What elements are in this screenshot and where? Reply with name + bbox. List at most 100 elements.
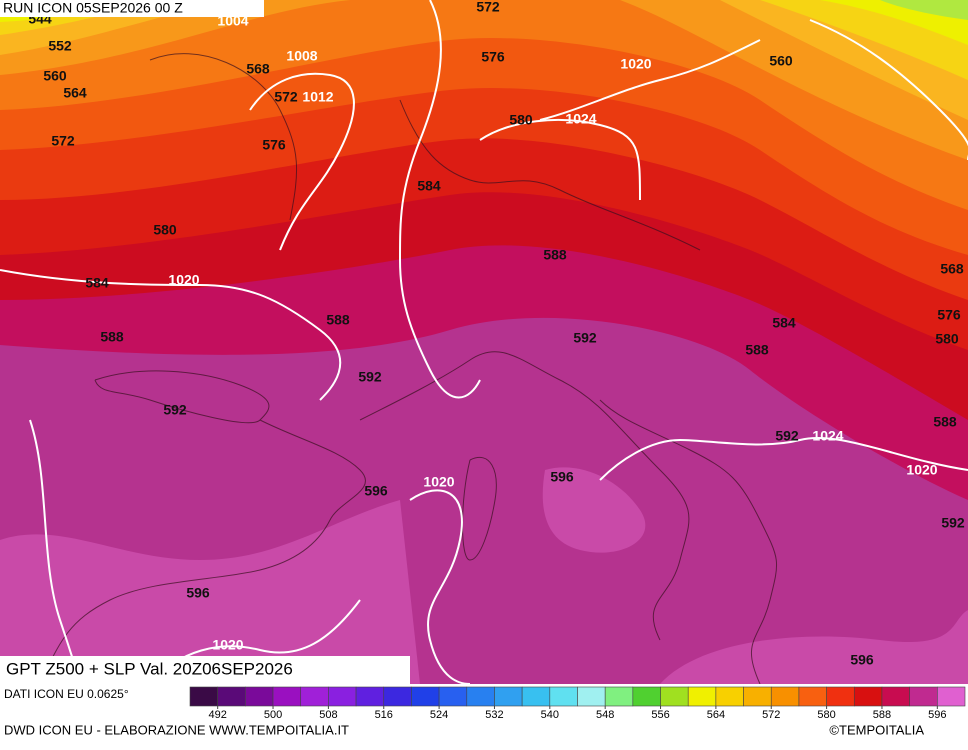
- colorbar-swatch: [660, 686, 689, 707]
- colorbar-swatch: [328, 686, 357, 707]
- colorbar-swatch: [715, 686, 744, 707]
- z500-label: 572: [51, 133, 75, 149]
- z500-label: 576: [262, 137, 286, 153]
- band-596: [0, 500, 420, 684]
- z500-label: 580: [153, 222, 177, 238]
- colorbar-swatch: [521, 686, 551, 707]
- colorbar-swatch: [438, 686, 468, 707]
- colorbar-tick-label: 580: [817, 709, 835, 721]
- z500-label: 592: [358, 369, 382, 385]
- z500-label: 580: [935, 331, 959, 347]
- z500-label: 592: [775, 428, 799, 444]
- colorbar-swatch: [798, 686, 827, 707]
- colorbar-tick-label: 500: [264, 709, 282, 721]
- colorbar-swatch: [881, 686, 910, 707]
- z500-label: 568: [940, 261, 964, 277]
- z500-label: 572: [476, 0, 500, 15]
- z500-label: 584: [85, 275, 109, 291]
- colorbar-swatch: [217, 686, 246, 707]
- z500-label: 552: [48, 38, 72, 54]
- colorbar-swatch: [245, 686, 274, 707]
- z500-label: 580: [509, 112, 533, 128]
- slp-label: 1020: [168, 272, 199, 288]
- title-box: [0, 656, 410, 684]
- slp-label: 1024: [565, 111, 596, 127]
- colorbar-tick-label: 556: [651, 709, 669, 721]
- header-box: [0, 0, 264, 17]
- source-label: DATI ICON EU 0.0625°: [4, 687, 129, 701]
- z500-label: 596: [186, 585, 210, 601]
- colorbar-swatch: [853, 686, 883, 707]
- run-label: RUN ICON 05SEP2026 00 Z: [3, 0, 183, 16]
- z500-label: 596: [364, 483, 388, 499]
- colorbar-swatch: [826, 686, 855, 707]
- slp-label: 1020: [212, 637, 243, 653]
- z500-label: 596: [850, 652, 874, 668]
- z500-label: 584: [772, 315, 796, 331]
- colorbar-tick-label: 588: [873, 709, 891, 721]
- slp-label: 1012: [302, 89, 333, 105]
- colorbar-swatch: [770, 686, 800, 707]
- colorbar-tick-label: 492: [208, 709, 226, 721]
- colorbar-swatch: [687, 686, 717, 707]
- z500-label: 572: [274, 89, 298, 105]
- colorbar-tick-label: 540: [541, 709, 559, 721]
- slp-label: 1020: [906, 462, 937, 478]
- colorbar-swatch: [743, 686, 772, 707]
- z500-label: 576: [481, 49, 505, 65]
- band-568: [0, 0, 968, 210]
- colorbar-tick-label: 572: [762, 709, 780, 721]
- map-title: GPT Z500 + SLP Val. 20Z06SEP2026: [6, 659, 293, 678]
- colorbar-swatch: [189, 686, 218, 707]
- z500-label: 592: [163, 402, 187, 418]
- slp-label: 1020: [620, 56, 651, 72]
- z500-label: 576: [937, 307, 961, 323]
- z500-label: 588: [933, 414, 957, 430]
- colorbar: 492 500 508 516 524 532 540 548 556 564 572 580 588 5…: [189, 686, 966, 721]
- colorbar-tick-label: 508: [319, 709, 337, 721]
- z500-label: 584: [417, 178, 441, 194]
- colorbar-swatch: [383, 686, 412, 707]
- colorbar-swatch: [494, 686, 523, 707]
- z500-label: 592: [941, 515, 965, 531]
- colorbar-swatch: [272, 686, 302, 707]
- colorbar-swatch: [355, 686, 385, 707]
- colorbar-swatch: [604, 686, 634, 707]
- z500-label: 588: [326, 312, 350, 328]
- colorbar-swatch: [300, 686, 329, 707]
- z500-label: 588: [543, 247, 567, 263]
- z500-label: 588: [745, 342, 769, 358]
- z500-label: 596: [550, 469, 574, 485]
- colorbar-tick-label: 516: [375, 709, 393, 721]
- colorbar-swatch: [909, 686, 938, 707]
- z500-label: 560: [769, 53, 793, 69]
- slp-label: 1024: [812, 428, 843, 444]
- colorbar-swatch: [632, 686, 661, 707]
- copyright-label: ©TEMPOITALIA: [829, 722, 924, 737]
- colorbar-tick-label: 564: [707, 709, 725, 721]
- z500-label: 568: [246, 61, 270, 77]
- z500-label: 564: [63, 85, 87, 101]
- colorbar-swatch: [466, 686, 495, 707]
- z500-label: 560: [43, 68, 67, 84]
- slp-label: 1008: [286, 48, 317, 64]
- band-564: [0, 0, 968, 160]
- colorbar-swatch: [411, 686, 440, 707]
- colorbar-swatch: [577, 686, 606, 707]
- credit-label: DWD ICON EU - ELABORAZIONE WWW.TEMPOITAL…: [4, 722, 349, 737]
- coastlines: [39, 53, 778, 685]
- colorbar-tick-label: 596: [928, 709, 946, 721]
- band-596: [542, 467, 646, 553]
- colorbar-tick-label: 548: [596, 709, 614, 721]
- z500-label: 588: [100, 329, 124, 345]
- colorbar-swatch: [549, 686, 578, 707]
- colorbar-tick-label: 532: [485, 709, 503, 721]
- colorbar-tick-label: 524: [430, 709, 448, 721]
- band-596: [660, 610, 968, 684]
- z500-label: 592: [573, 330, 597, 346]
- slp-label: 1020: [423, 474, 454, 490]
- colorbar-swatch: [937, 686, 966, 707]
